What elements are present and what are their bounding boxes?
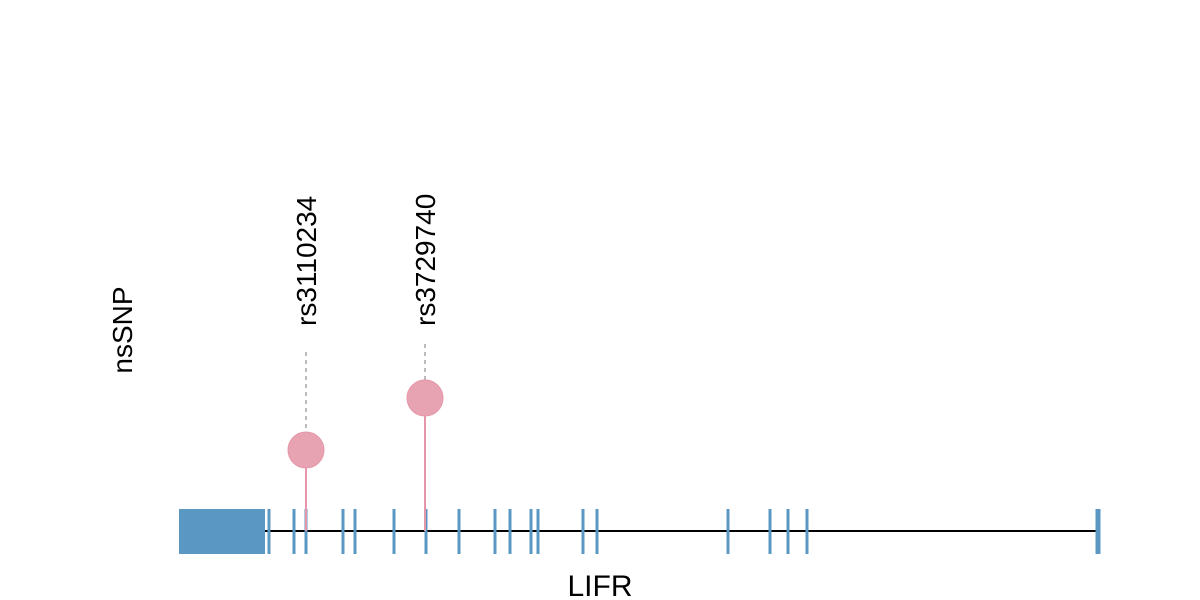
- exon: [508, 509, 512, 554]
- exon: [726, 509, 730, 554]
- snp-label: rs3110234: [291, 196, 322, 326]
- exon: [353, 509, 357, 554]
- exon: [581, 509, 585, 554]
- exon: [267, 509, 271, 554]
- snp-point: [406, 379, 444, 417]
- exon: [424, 509, 428, 554]
- exon: [341, 509, 345, 554]
- exon: [493, 509, 497, 554]
- exon: [392, 509, 396, 554]
- snp-point: [287, 431, 325, 469]
- gene-label: LIFR: [567, 570, 632, 600]
- exon: [786, 509, 790, 554]
- snp-label: rs3729740: [410, 194, 441, 326]
- snp-lollipop: rs3729740: [406, 194, 444, 531]
- exon: [529, 509, 533, 554]
- exon: [595, 509, 599, 554]
- exon: [179, 509, 265, 554]
- exon: [536, 509, 540, 554]
- exon: [1095, 509, 1101, 554]
- y-axis-label: nsSNP: [107, 286, 138, 373]
- snp-layer: rs3110234 rs3729740: [287, 194, 444, 531]
- exon-track: [179, 509, 1101, 554]
- exon: [805, 509, 809, 554]
- exon: [304, 509, 308, 554]
- exon: [292, 509, 296, 554]
- exon: [768, 509, 772, 554]
- exon: [457, 509, 461, 554]
- snp-lollipop: rs3110234: [287, 196, 325, 531]
